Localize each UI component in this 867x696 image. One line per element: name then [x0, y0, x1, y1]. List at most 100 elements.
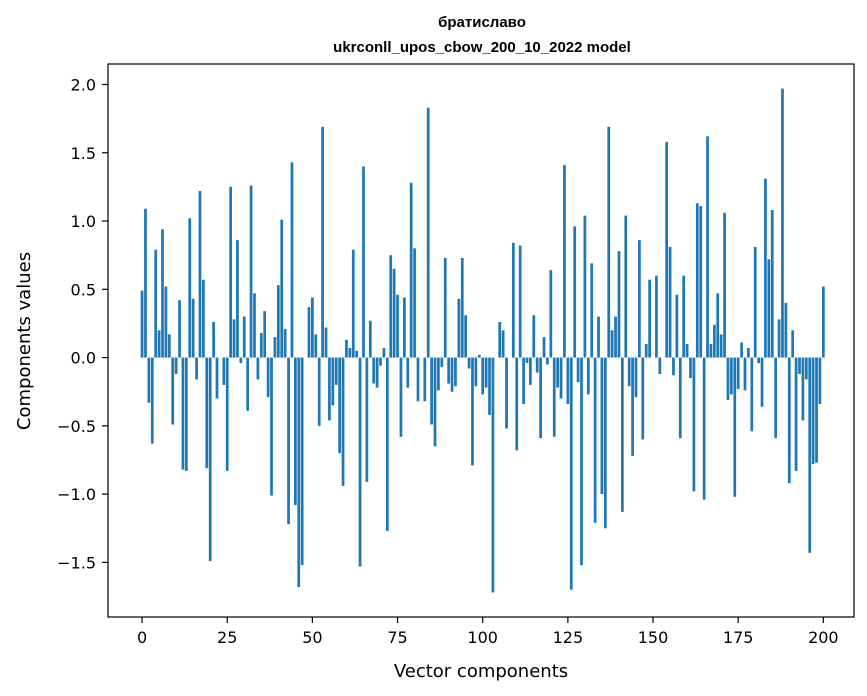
bar [644, 343, 648, 358]
bar [195, 357, 198, 380]
x-tick-label: 150 [638, 628, 669, 647]
bar [348, 348, 352, 358]
bar [433, 357, 437, 447]
bar [331, 357, 335, 406]
bar [634, 357, 638, 398]
bar [198, 190, 202, 358]
bar [293, 357, 297, 506]
bar [689, 357, 692, 379]
bar [818, 357, 822, 404]
bar [375, 357, 379, 388]
bar [747, 348, 750, 358]
bar [437, 357, 440, 391]
bar [184, 357, 188, 471]
bar [593, 357, 597, 523]
bar [297, 357, 301, 587]
bar [454, 357, 457, 387]
x-tick-label: 25 [217, 628, 237, 647]
x-tick-label: 0 [137, 628, 147, 647]
bar [256, 357, 260, 380]
bar [181, 357, 185, 470]
bar [409, 182, 413, 358]
y-tick-label: 0.5 [71, 280, 96, 299]
bar [518, 245, 522, 358]
bar [225, 357, 229, 471]
bar [276, 285, 280, 358]
bar [648, 279, 651, 358]
bar [229, 186, 232, 358]
bar [385, 357, 389, 531]
chart-title-line2: ukrconll_upos_cbow_200_10_2022 model [333, 39, 631, 56]
bar [191, 298, 195, 358]
bar [174, 357, 178, 374]
bar [743, 357, 747, 391]
bar [815, 357, 818, 463]
bar [283, 328, 287, 358]
bar [641, 357, 645, 440]
bar [345, 339, 348, 358]
bar [573, 226, 577, 358]
bar [767, 259, 771, 358]
bar [290, 162, 294, 358]
bar [529, 357, 532, 385]
x-axis-label: Vector components [394, 661, 568, 682]
bar [712, 324, 716, 358]
y-tick-label: 1.5 [71, 144, 96, 163]
bar [535, 357, 539, 373]
bar [368, 320, 372, 358]
bar [447, 357, 451, 384]
y-axis-ticks: −1.5 −1.0 −0.5 0.0 0.5 1.0 1.5 2.0 [57, 75, 108, 572]
bar [505, 357, 508, 429]
bar [624, 215, 628, 358]
bar [753, 246, 757, 358]
bar [178, 300, 181, 358]
bar [552, 357, 556, 437]
bar [685, 343, 689, 358]
bar [658, 357, 662, 374]
bar [362, 166, 365, 358]
y-tick-label: −1.5 [57, 553, 96, 572]
bar [501, 330, 505, 358]
bar [760, 357, 764, 407]
bar [580, 357, 583, 566]
bar [525, 357, 529, 364]
x-axis-ticks: 0 25 50 75 100 125 150 175 200 [137, 617, 839, 647]
bar [460, 257, 464, 358]
bar [450, 357, 454, 392]
bar [791, 330, 795, 358]
bar [678, 357, 682, 439]
bar [614, 316, 617, 358]
bar [522, 357, 525, 404]
bar [583, 215, 587, 358]
bar [559, 357, 563, 399]
bar [239, 357, 243, 364]
bar [607, 126, 611, 358]
bar [566, 357, 570, 404]
bar [512, 242, 515, 358]
bar [777, 319, 781, 358]
bar [423, 357, 427, 402]
bar [167, 334, 171, 358]
bar [287, 357, 290, 525]
bar [477, 354, 481, 358]
bar [610, 330, 614, 358]
bar [787, 357, 791, 484]
bar [590, 263, 594, 358]
bar [695, 203, 699, 358]
bar [546, 357, 549, 365]
bar [232, 319, 236, 358]
bar [263, 311, 267, 358]
bar [801, 357, 805, 421]
bar [784, 302, 788, 358]
bar [706, 136, 709, 358]
bar [382, 348, 386, 358]
bar [774, 357, 778, 439]
bar [222, 357, 226, 385]
bar [242, 316, 246, 358]
bar [542, 337, 546, 358]
bar [764, 178, 767, 358]
bar [208, 357, 212, 562]
chart-title-line1: братиславо [438, 14, 526, 31]
bar [750, 357, 754, 432]
